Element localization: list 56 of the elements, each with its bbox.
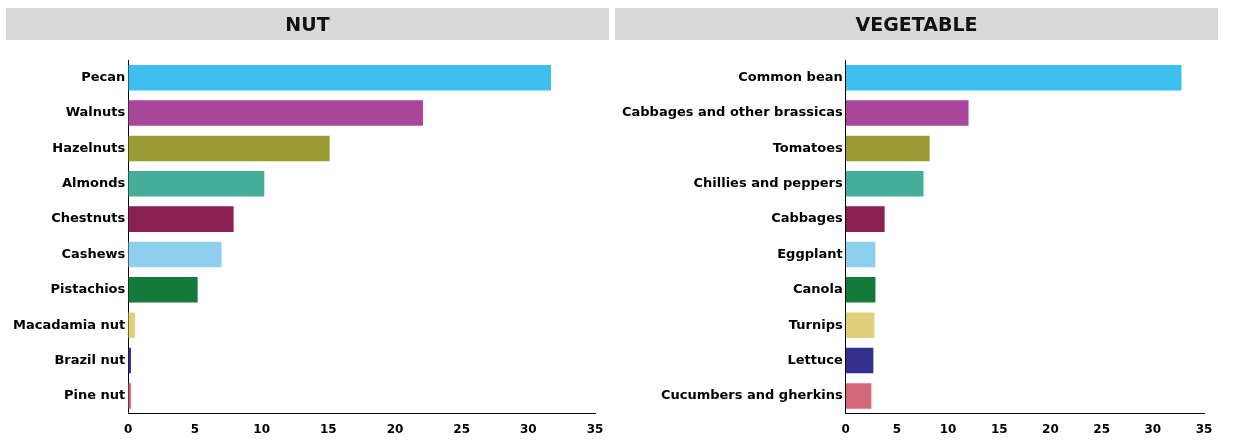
bar <box>845 383 872 409</box>
bar <box>128 135 330 162</box>
y-tick-label: Chillies and peppers <box>693 175 843 191</box>
bar <box>128 241 222 268</box>
x-tick-label: 5 <box>190 421 200 436</box>
x-tick-label: 20 <box>386 421 404 436</box>
bar <box>128 312 135 338</box>
y-tick-label: Cabbages and other brassicas <box>622 104 843 120</box>
y-tick-label: Tomatoes <box>772 139 843 155</box>
x-tick-label: 25 <box>1093 421 1110 436</box>
x-tick-label: 35 <box>586 421 604 436</box>
x-tick-label: 15 <box>319 421 337 436</box>
bar <box>128 277 198 303</box>
y-tick-label: Walnuts <box>65 104 126 120</box>
bar <box>128 64 551 91</box>
bar <box>845 241 876 268</box>
chart-title: NUT <box>6 8 609 40</box>
y-tick-label: Common bean <box>738 69 843 85</box>
bar <box>845 347 874 374</box>
x-tick-label: 35 <box>1195 421 1213 436</box>
x-tick-label: 15 <box>990 421 1008 436</box>
y-tick-label: Macadamia nut <box>12 316 126 332</box>
x-tick-label: 0 <box>124 421 133 436</box>
x-tick-label: 20 <box>1042 421 1059 436</box>
x-tick-label: 10 <box>939 421 957 436</box>
y-tick-label: Pecan <box>81 69 126 85</box>
bar <box>845 64 1182 91</box>
y-tick-label: Cucumbers and gherkins <box>660 387 843 403</box>
bar <box>845 312 875 338</box>
x-tick-label: 10 <box>253 421 270 436</box>
bar <box>845 135 930 162</box>
y-tick-label: Cashews <box>61 245 126 261</box>
bar <box>128 170 265 197</box>
bar <box>845 170 924 197</box>
bar <box>128 206 234 232</box>
bar <box>845 277 876 303</box>
y-tick-label: Eggplant <box>777 245 843 261</box>
chart-title: VEGETABLE <box>615 8 1218 40</box>
x-tick-label: 30 <box>1144 421 1162 436</box>
y-tick-label: Canola <box>793 281 843 297</box>
x-tick-label: 30 <box>519 421 537 436</box>
y-tick-label: Hazelnuts <box>52 139 126 155</box>
bar <box>128 100 423 126</box>
y-tick-label: Brazil nut <box>54 351 126 367</box>
y-tick-label: Pine nut <box>63 387 126 403</box>
y-tick-label: Pistachios <box>50 281 126 297</box>
x-tick-label: 0 <box>841 421 850 436</box>
x-tick-label: 25 <box>453 421 471 436</box>
y-tick-label: Almonds <box>61 175 126 191</box>
y-tick-label: Cabbages <box>771 210 843 226</box>
y-tick-label: Turnips <box>788 316 843 332</box>
bar <box>845 100 969 126</box>
y-tick-label: Lettuce <box>787 351 843 367</box>
x-tick-label: 5 <box>892 421 902 436</box>
y-tick-label: Chestnuts <box>51 210 126 226</box>
bar <box>845 206 885 232</box>
